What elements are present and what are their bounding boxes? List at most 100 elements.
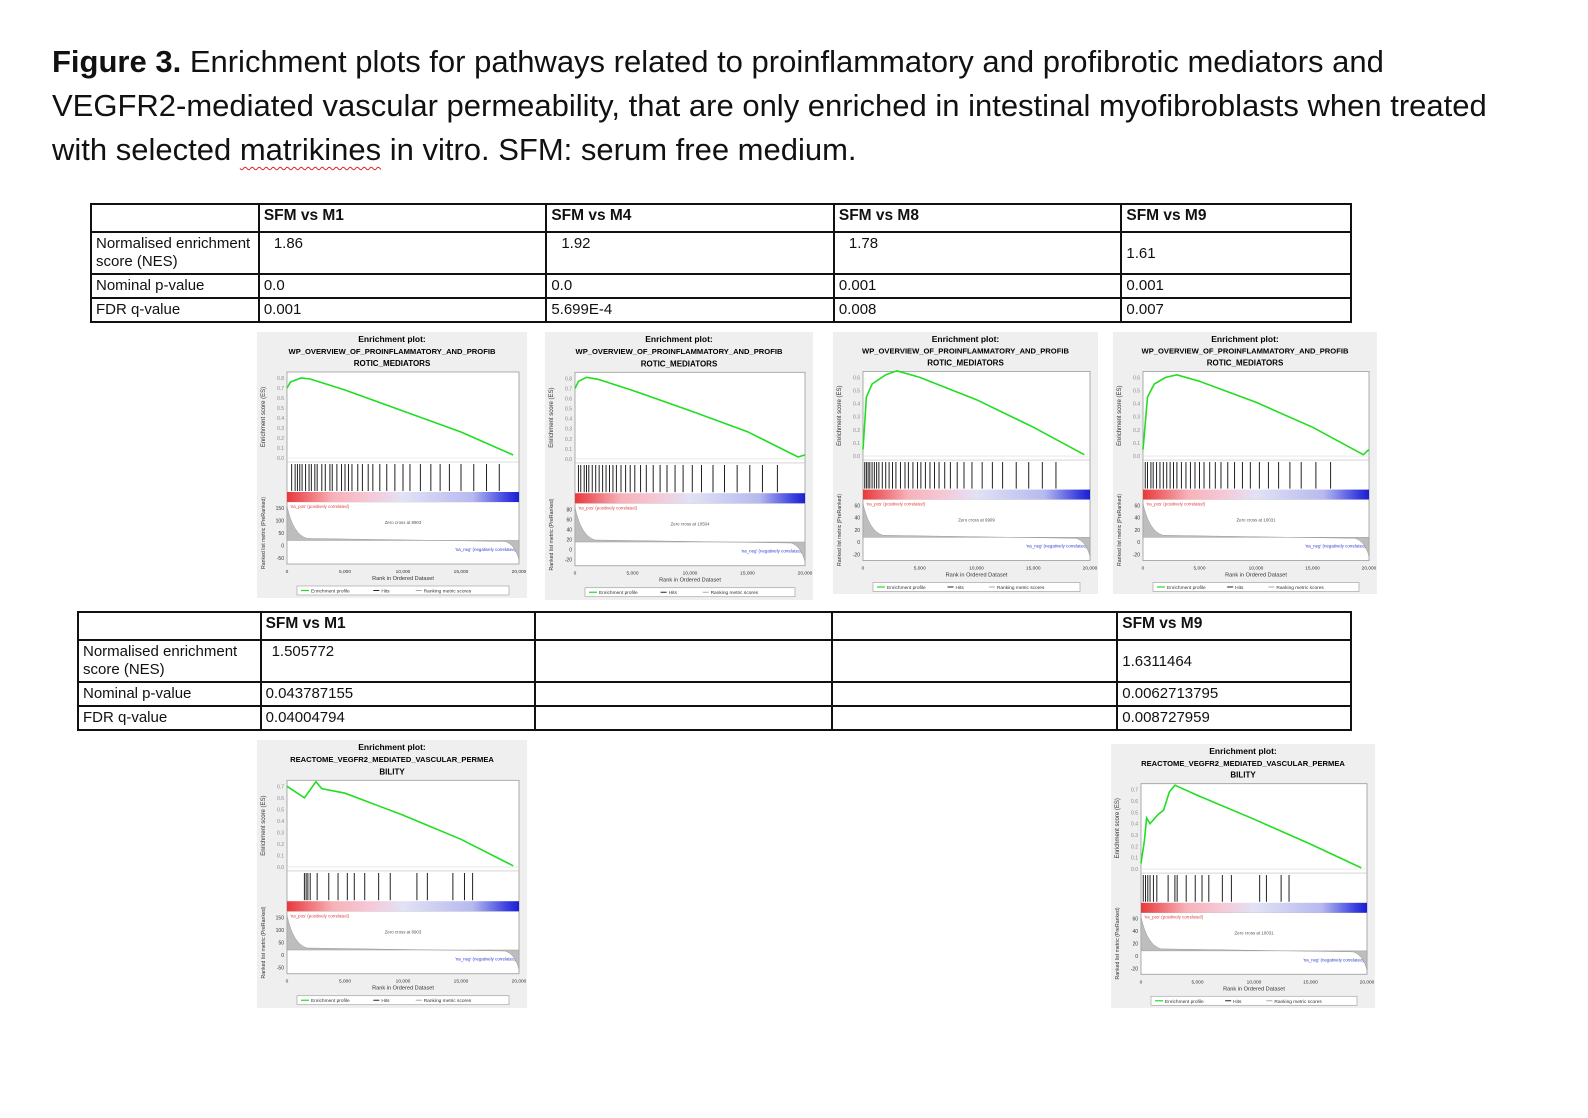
es-tick-label: 0.4 xyxy=(1133,402,1140,408)
plot-title-line1: WP_OVERVIEW_OF_PROINFLAMMATORY_AND_PROFI… xyxy=(289,347,496,356)
legend-label-profile: Enrichment profile xyxy=(1167,585,1206,591)
plot-title-line1: WP_OVERVIEW_OF_PROINFLAMMATORY_AND_PROFI… xyxy=(862,347,1069,356)
es-tick-label: 0.0 xyxy=(277,456,284,462)
metric-tick-label: 60 xyxy=(566,517,572,523)
x-tick-label: 20,000 xyxy=(1083,566,1098,572)
nes-value: 1.505772 xyxy=(259,639,537,683)
ranked-list-colour-bar xyxy=(287,492,519,502)
metric-tick-label: 40 xyxy=(1132,929,1138,935)
metric-tick-label: -20 xyxy=(853,553,860,559)
metric-tick-label: 0 xyxy=(281,544,284,550)
x-tick-label: 10,000 xyxy=(1249,566,1264,572)
x-axis-label: Rank in Ordered Dataset xyxy=(1225,573,1287,579)
enrichment-plot-m4-proinflammatory: Enrichment plot: WP_OVERVIEW_OF_PROINFLAM… xyxy=(545,332,813,600)
metric-tick-label: 60 xyxy=(854,503,860,509)
negative-correlation-label: 'na_neg' (negatively correlated) xyxy=(741,549,803,554)
es-tick-label: 0.2 xyxy=(853,428,860,434)
metric-tick-label: 40 xyxy=(1134,516,1140,522)
plot-area xyxy=(1140,783,1368,975)
es-tick-label: 0.3 xyxy=(277,830,284,836)
table-header-cell: SFM vs M8 xyxy=(832,203,1123,233)
es-tick-label: 0.0 xyxy=(1131,867,1138,873)
metric-tick-label: -20 xyxy=(1131,966,1138,972)
enrichment-profile-line xyxy=(862,369,1085,456)
metric-tick-label: 0 xyxy=(857,540,860,546)
figure-caption: Figure 3. Enrichment plots for pathways … xyxy=(52,40,1492,172)
es-axis-label: Enrichment score (ES) xyxy=(1115,798,1121,858)
table-corner-cell xyxy=(90,203,260,233)
es-tick-label: 0.0 xyxy=(277,865,284,871)
legend-box xyxy=(872,582,1081,592)
legend-label-profile: Enrichment profile xyxy=(1165,999,1204,1005)
legend-label-metric: Ranking metric scores xyxy=(997,585,1045,591)
x-tick-label: 20,000 xyxy=(798,571,813,577)
legend-label-profile: Enrichment profile xyxy=(311,589,350,595)
ranked-list-colour-bar xyxy=(1141,902,1367,913)
plot-title-line2: ROTIC_MEDIATORS xyxy=(354,359,431,368)
metric-tick-label: -50 xyxy=(277,556,284,562)
plot-heading: Enrichment plot: xyxy=(358,334,426,344)
metric-tick-label: 40 xyxy=(566,527,572,533)
ranking-metric-area xyxy=(862,503,1091,557)
table-header-cell: SFM vs M4 xyxy=(545,203,835,233)
ranking-metric-area xyxy=(574,507,806,562)
es-axis-label: Enrichment score (ES) xyxy=(837,386,843,446)
negative-correlation-label: 'na_neg' (negatively correlated) xyxy=(455,957,517,962)
es-axis-label: Enrichment score (ES) xyxy=(261,387,267,447)
legend-label-profile: Enrichment profile xyxy=(887,585,926,591)
plot-heading: Enrichment plot: xyxy=(1209,746,1277,756)
x-axis-label: Rank in Ordered Dataset xyxy=(659,578,721,584)
row-label-fdr: FDR q-value xyxy=(90,297,260,323)
legend-label-hits: Hits xyxy=(381,589,390,595)
enrichment-profile-line xyxy=(1140,784,1362,869)
es-tick-label: 0.1 xyxy=(565,447,572,453)
stats-table-vegfr2: SFM vs M1 SFM vs M9 Normalised enrichmen… xyxy=(77,611,1352,731)
x-tick-label: 5,000 xyxy=(339,979,351,985)
es-tick-label: 0.0 xyxy=(853,454,860,460)
metric-tick-label: 0 xyxy=(569,548,572,554)
es-tick-label: 0.2 xyxy=(565,437,572,443)
x-tick-label: 0 xyxy=(862,566,865,572)
zero-cross-label: Zero cross at 8903 xyxy=(385,520,422,525)
x-tick-label: 5,000 xyxy=(914,566,926,572)
ranked-list-colour-bar xyxy=(575,493,805,504)
enrichment-plot-svg: Enrichment plot: WP_OVERVIEW_OF_PROINFLAM… xyxy=(261,334,527,596)
x-axis-label: Rank in Ordered Dataset xyxy=(946,573,1008,579)
plot-heading: Enrichment plot: xyxy=(645,334,713,344)
positive-correlation-label: 'na_pos' (positively correlated) xyxy=(1146,501,1206,506)
spellcheck-underlined-word: matrikines xyxy=(239,132,382,167)
es-tick-label: 0.7 xyxy=(1131,788,1138,794)
es-tick-label: 0.2 xyxy=(1133,428,1140,434)
es-tick-label: 0.5 xyxy=(1133,389,1140,395)
es-tick-label: 0.8 xyxy=(565,376,572,382)
es-axis-label: Enrichment score (ES) xyxy=(549,387,555,447)
plot-title-line2: ROTIC_MEDIATORS xyxy=(1207,358,1284,367)
legend-box xyxy=(1150,995,1358,1006)
es-tick-label: 0.4 xyxy=(277,416,284,422)
legend-label-hits: Hits xyxy=(956,585,965,591)
table-header-cell: SFM vs M1 xyxy=(257,203,548,233)
caption-text-end: in vitro. SFM: serum free medium. xyxy=(381,132,857,167)
nes-value: 1.78 xyxy=(832,231,1123,275)
metric-tick-label: 20 xyxy=(854,528,860,534)
enrichment-plot-m9-vegfr2: Enrichment plot: REACTOME_VEGFR2_MEDIATED… xyxy=(1111,744,1375,1008)
plot-area xyxy=(286,779,520,975)
metric-tick-label: 100 xyxy=(276,928,285,934)
pval-value: 0.0 xyxy=(545,273,835,299)
fdr-value: 5.699E-4 xyxy=(545,297,835,323)
es-tick-label: 0.1 xyxy=(277,853,284,859)
es-tick-label: 0.2 xyxy=(277,842,284,848)
es-tick-label: 0.1 xyxy=(853,441,860,447)
x-tick-label: 10,000 xyxy=(683,571,698,577)
x-tick-label: 20,000 xyxy=(512,979,527,985)
pval-value: 0.001 xyxy=(1120,273,1352,299)
metric-tick-label: 100 xyxy=(276,519,285,525)
enrichment-plot-svg: Enrichment plot: WP_OVERVIEW_OF_PROINFLAM… xyxy=(1117,334,1377,592)
x-tick-label: 10,000 xyxy=(969,566,984,572)
enrichment-profile-line xyxy=(286,780,514,867)
es-tick-label: 0.0 xyxy=(1133,454,1140,460)
negative-correlation-label: 'na_neg' (negatively correlated) xyxy=(1303,957,1365,962)
legend-label-metric: Ranking metric scores xyxy=(424,589,472,595)
x-tick-label: 15,000 xyxy=(1026,566,1041,572)
es-tick-label: 0.3 xyxy=(1131,833,1138,839)
